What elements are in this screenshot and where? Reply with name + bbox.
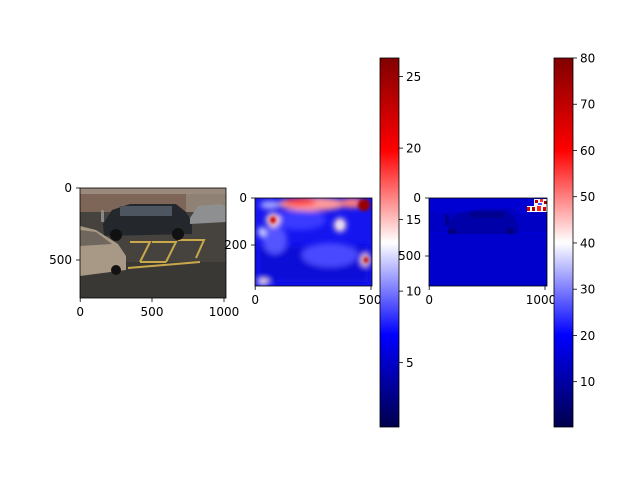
photo-y-tick-0: 0 xyxy=(64,181,72,195)
colorbar-2-tick-label-60: 60 xyxy=(580,144,595,158)
photo-x-tick-1000: 1000 xyxy=(209,305,240,319)
colorbar-2-ticks: 10 20 30 40 50 60 70 80 xyxy=(573,52,595,389)
photo-x-tick-500: 500 xyxy=(141,305,164,319)
heatmap-2-y-tick-500: 500 xyxy=(398,249,421,263)
photo-x-ticks: 0 500 1000 xyxy=(76,298,239,319)
heatmap-1-y-ticks: 0 200 xyxy=(224,191,255,252)
heatmap-2-x-tick-0: 0 xyxy=(425,293,433,307)
photo-panel: 0 500 1000 0 500 xyxy=(49,181,239,319)
photo-axes-frame xyxy=(79,187,227,299)
photo-y-ticks: 0 500 xyxy=(49,181,80,267)
photo-x-tick-0: 0 xyxy=(76,305,84,319)
colorbar-2-tick-label-40: 40 xyxy=(580,236,595,250)
colorbar-2-tick-label-80: 80 xyxy=(580,52,595,66)
heatmap-1-x-tick-500: 500 xyxy=(359,293,382,307)
parking-lot-photo xyxy=(80,188,226,298)
colorbar-2-tick-label-30: 30 xyxy=(580,283,595,297)
colorbar-1-tick-label-15: 15 xyxy=(406,213,421,227)
heatmap-panel-1: 0 500 0 200 xyxy=(224,191,381,307)
colorbar-1: 5 10 15 20 25 xyxy=(379,57,421,428)
heatmap-2-y-ticks: 0 500 xyxy=(398,191,429,263)
colorbar-1-ticks: 5 10 15 20 25 xyxy=(399,70,421,370)
heatmap-1-y-tick-200: 200 xyxy=(224,238,247,252)
colorbar-2: 10 20 30 40 50 60 70 80 xyxy=(553,52,595,428)
heatmap-2-x-tick-1000: 1000 xyxy=(526,293,557,307)
heatmap-2-x-ticks: 0 1000 xyxy=(425,286,556,307)
colorbar-2-frame xyxy=(553,57,574,428)
colorbar-1-tick-label-10: 10 xyxy=(406,285,421,299)
colorbar-1-gradient xyxy=(380,58,399,427)
heatmap-2-hot-spots xyxy=(527,199,547,212)
colorbar-2-tick-label-70: 70 xyxy=(580,98,595,112)
colorbar-2-tick-label-20: 20 xyxy=(580,329,595,343)
heatmap-2-y-tick-0: 0 xyxy=(413,191,421,205)
colorbar-1-frame xyxy=(379,57,400,428)
colorbar-2-tick-label-10: 10 xyxy=(580,375,595,389)
heatmap-1-y-tick-0: 0 xyxy=(239,191,247,205)
photo-y-tick-500: 500 xyxy=(49,253,72,267)
colorbar-1-tick-label-5: 5 xyxy=(406,356,414,370)
heatmap-panel-2: 0 1000 0 500 xyxy=(398,191,556,307)
colorbar-2-tick-label-50: 50 xyxy=(580,190,595,204)
heatmap-1-axes-frame xyxy=(254,197,373,287)
heatmap-1-x-tick-0: 0 xyxy=(251,293,259,307)
heatmap-1-image xyxy=(255,198,372,286)
heatmap-2-image xyxy=(429,198,547,286)
colorbar-2-gradient xyxy=(554,58,573,427)
colorbar-1-tick-label-20: 20 xyxy=(406,142,421,156)
heatmap-2-axes-frame xyxy=(428,197,548,287)
heatmap-1-x-ticks: 0 500 xyxy=(251,286,381,307)
colorbar-1-tick-label-25: 25 xyxy=(406,70,421,84)
